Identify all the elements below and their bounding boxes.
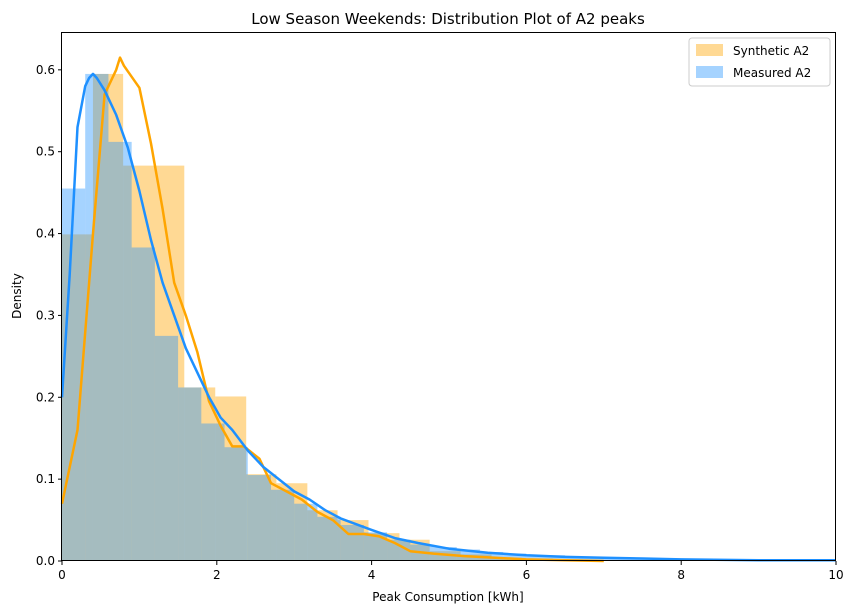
plot-area — [60, 32, 836, 563]
synthetic-hist-bar — [184, 387, 216, 561]
synthetic-hist-bar — [399, 539, 430, 561]
x-tick-label: 8 — [677, 568, 685, 582]
chart-title: Low Season Weekends: Distribution Plot o… — [251, 10, 645, 28]
x-axis-label: Peak Consumption [kWh] — [372, 590, 523, 604]
legend-label-synthetic: Synthetic A2 — [733, 44, 809, 58]
y-tick-label: 0.5 — [36, 145, 55, 159]
measured-hist-bar — [131, 247, 155, 561]
measured-hist-bar — [108, 141, 132, 561]
synthetic-hist-bar — [246, 474, 277, 561]
measured-hist-bar — [178, 387, 202, 561]
x-tick-label: 6 — [523, 568, 531, 582]
y-axis: 0.0 0.1 0.2 0.3 0.4 0.5 0.6 — [36, 63, 62, 568]
legend-swatch-measured — [696, 66, 723, 78]
synthetic-hist-bar — [123, 165, 185, 561]
y-tick-label: 0.1 — [36, 472, 55, 486]
legend-swatch-synthetic — [696, 44, 723, 56]
synthetic-histogram — [62, 73, 614, 561]
y-tick-label: 0.4 — [36, 227, 55, 241]
measured-hist-bar — [224, 447, 248, 561]
measured-hist-bar — [363, 532, 388, 561]
measured-hist-bar — [201, 423, 225, 561]
measured-hist-bar — [85, 73, 109, 561]
synthetic-hist-bar — [429, 551, 461, 561]
measured-hist-bar — [317, 516, 341, 561]
y-tick-label: 0.6 — [36, 63, 55, 77]
synthetic-hist-bar — [92, 73, 124, 561]
measured-hist-bar — [503, 553, 527, 561]
measured-hist-bar — [603, 558, 682, 561]
legend-label-measured: Measured A2 — [733, 66, 811, 80]
x-tick-label: 4 — [368, 568, 376, 582]
plot-frame — [61, 32, 836, 561]
measured-hist-bar — [62, 188, 86, 561]
legend-box — [688, 37, 831, 87]
x-tick-label: 0 — [58, 568, 66, 582]
measured-hist-bar — [270, 489, 295, 561]
y-tick-label: 0.0 — [36, 554, 55, 568]
legend: Synthetic A2 Measured A2 — [688, 37, 831, 87]
measured-hist-bar — [294, 503, 318, 561]
measured-hist-bar — [526, 555, 566, 561]
measured-hist-bar — [154, 335, 179, 561]
measured-hist-bar — [387, 539, 411, 561]
y-axis-label: Density — [10, 273, 24, 319]
kde-curves — [60, 56, 836, 563]
measured-hist-bar — [247, 475, 271, 561]
measured-hist-bar — [565, 556, 604, 561]
measured-histogram — [62, 73, 836, 561]
x-tick-label: 2 — [213, 568, 221, 582]
synthetic-kde-line — [60, 56, 604, 563]
y-tick-label: 0.3 — [36, 308, 55, 322]
x-tick-label: 10 — [828, 568, 843, 582]
x-axis: 0 2 4 6 8 10 — [58, 561, 844, 582]
measured-kde-line — [60, 72, 836, 562]
y-tick-label: 0.2 — [36, 390, 55, 404]
